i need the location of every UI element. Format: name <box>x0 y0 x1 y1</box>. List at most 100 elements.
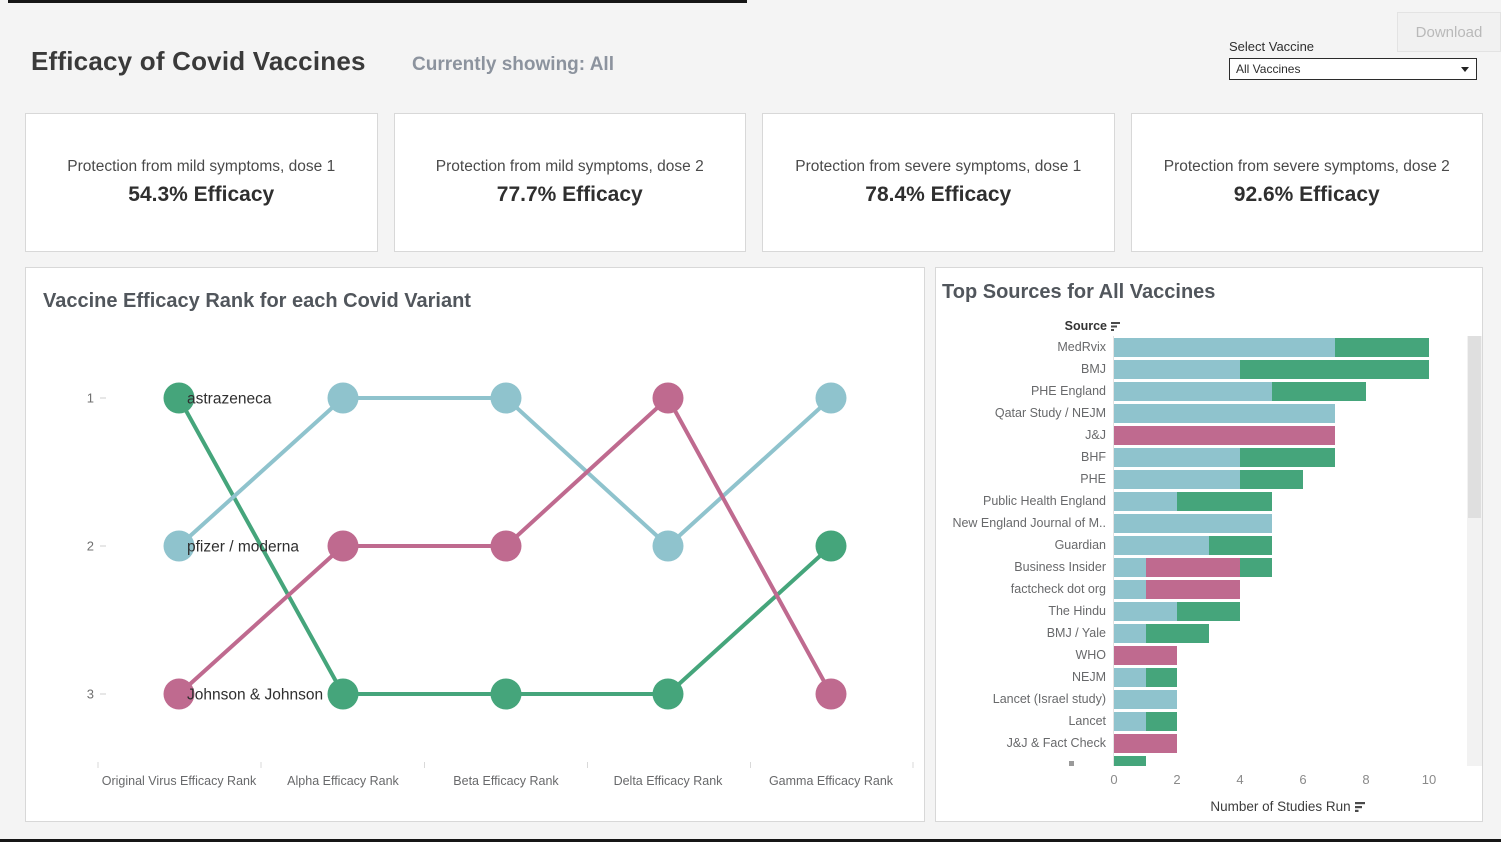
bar-row-label: Lancet <box>1068 713 1106 728</box>
bar-row-label: factcheck dot org <box>1010 581 1106 596</box>
bump-mark[interactable] <box>490 382 522 414</box>
bar-segment[interactable] <box>1240 469 1303 489</box>
clipped-row-label-remnant <box>1069 761 1074 766</box>
bar-segment[interactable] <box>1114 755 1146 766</box>
category-label: Delta Efficacy Rank <box>613 774 723 788</box>
bar-segment[interactable] <box>1114 469 1240 489</box>
bar-segment[interactable] <box>1145 667 1177 687</box>
bar-segment[interactable] <box>1240 557 1272 577</box>
x-tick-label: 8 <box>1362 772 1370 787</box>
bar-segment[interactable] <box>1145 711 1177 731</box>
bar-row-label: J&J <box>1085 427 1106 442</box>
rank-axis-label: 3 <box>87 687 94 702</box>
source-header-text: Source <box>1064 319 1107 333</box>
bar-row-label: Lancet (Israel study) <box>992 691 1106 706</box>
bar-row-label: BMJ <box>1081 361 1106 376</box>
page-title: Efficacy of Covid Vaccines <box>31 46 366 76</box>
sort-icon[interactable] <box>1111 320 1122 334</box>
bump-mark[interactable] <box>652 530 684 562</box>
bar-row-label: BHF <box>1081 449 1106 464</box>
bar-segment[interactable] <box>1114 601 1177 621</box>
window-edge-bottom <box>0 839 1501 842</box>
vaccine-select-value: All Vaccines <box>1236 62 1301 76</box>
bar-segment[interactable] <box>1114 623 1146 643</box>
bar-segment[interactable] <box>1271 381 1366 401</box>
bar-segment[interactable] <box>1114 733 1177 753</box>
bar-segment[interactable] <box>1334 337 1429 357</box>
bump-line[interactable] <box>177 396 833 548</box>
bar-row-label: MedRvix <box>1057 339 1106 354</box>
bar-segment[interactable] <box>1114 447 1240 467</box>
bump-chart-title: Vaccine Efficacy Rank for each Covid Var… <box>43 290 471 312</box>
kpi-card-mild-dose2: Protection from mild symptoms, dose 2 77… <box>393 113 746 252</box>
bar-segment[interactable] <box>1114 667 1146 687</box>
bar-segment[interactable] <box>1208 535 1272 555</box>
x-tick-label: 6 <box>1299 772 1307 787</box>
bar-segment[interactable] <box>1114 689 1177 709</box>
bar-segment[interactable] <box>1114 425 1335 445</box>
top-sources-chart-panel: Top Sources for All Vaccines Source MedR… <box>935 267 1483 822</box>
bump-mark[interactable] <box>815 678 847 710</box>
series-label: pfizer / moderna <box>187 539 299 556</box>
bar-segment[interactable] <box>1114 491 1177 511</box>
kpi-card-mild-dose1: Protection from mild symptoms, dose 1 54… <box>25 113 378 252</box>
bar-row-label: Qatar Study / NEJM <box>994 405 1106 420</box>
bump-mark[interactable] <box>163 530 195 562</box>
bump-mark[interactable] <box>815 530 847 562</box>
category-label: Beta Efficacy Rank <box>453 774 559 788</box>
scrollbar-thumb[interactable] <box>1468 336 1481 518</box>
bar-chart-area: MedRvix BMJ PHE England Qatar Study / NEJM J… <box>936 268 1467 766</box>
bump-mark[interactable] <box>327 678 359 710</box>
bump-mark[interactable] <box>652 382 684 414</box>
kpi-value: 77.7% Efficacy <box>496 183 643 206</box>
bar-segment[interactable] <box>1177 601 1240 621</box>
bar-segment[interactable] <box>1240 447 1335 467</box>
bar-segment[interactable] <box>1114 711 1146 731</box>
kpi-card-row: Protection from mild symptoms, dose 1 54… <box>25 113 1483 252</box>
vaccine-select-dropdown[interactable]: All Vaccines <box>1229 58 1477 80</box>
bump-mark[interactable] <box>327 530 359 562</box>
bar-axis-line <box>1113 336 1114 766</box>
kpi-card-severe-dose2: Protection from severe symptoms, dose 2 … <box>1130 113 1483 252</box>
bar-row-label: PHE England <box>1030 383 1106 398</box>
bar-segment[interactable] <box>1114 557 1146 577</box>
bar-segment[interactable] <box>1114 337 1335 357</box>
currently-showing-label: Currently showing: All <box>412 54 614 75</box>
bar-segment[interactable] <box>1114 381 1272 401</box>
x-axis-title: Number of Studies Run <box>1131 799 1446 815</box>
bump-mark[interactable] <box>652 678 684 710</box>
kpi-value: 78.4% Efficacy <box>865 183 1012 206</box>
bar-row-label: Guardian <box>1054 537 1106 552</box>
bar-segment[interactable] <box>1114 403 1335 423</box>
kpi-value: 54.3% Efficacy <box>128 183 275 206</box>
bump-mark[interactable] <box>815 382 847 414</box>
sort-icon[interactable] <box>1354 800 1367 815</box>
bump-mark[interactable] <box>327 382 359 414</box>
bar-segment[interactable] <box>1114 579 1146 599</box>
category-label: Original Virus Efficacy Rank <box>101 774 257 788</box>
category-label: Gamma Efficacy Rank <box>768 774 894 788</box>
x-tick-label: 4 <box>1236 772 1244 787</box>
bar-row-label: The Hindu <box>1048 603 1106 618</box>
bump-mark[interactable] <box>490 530 522 562</box>
kpi-label: Protection from severe symptoms, dose 2 <box>1163 158 1450 175</box>
bump-mark[interactable] <box>163 382 195 414</box>
bar-segment[interactable] <box>1177 491 1272 511</box>
bar-segment[interactable] <box>1145 623 1209 643</box>
bump-mark[interactable] <box>490 678 522 710</box>
bar-segment[interactable] <box>1114 535 1209 555</box>
bar-segment[interactable] <box>1114 513 1272 533</box>
x-tick-label: 0 <box>1110 772 1118 787</box>
bar-segment[interactable] <box>1240 359 1429 379</box>
bar-segment[interactable] <box>1145 557 1240 577</box>
bar-row-label: Public Health England <box>983 493 1106 508</box>
bar-row-label: NEJM <box>1071 669 1106 684</box>
bar-segment[interactable] <box>1145 579 1240 599</box>
bar-row-label: Business Insider <box>1014 559 1106 574</box>
scrollbar-track[interactable] <box>1467 336 1482 766</box>
bump-mark[interactable] <box>163 678 195 710</box>
download-button[interactable]: Download <box>1397 12 1501 52</box>
window-edge-top <box>8 0 747 3</box>
bar-segment[interactable] <box>1114 359 1240 379</box>
bar-segment[interactable] <box>1114 645 1177 665</box>
